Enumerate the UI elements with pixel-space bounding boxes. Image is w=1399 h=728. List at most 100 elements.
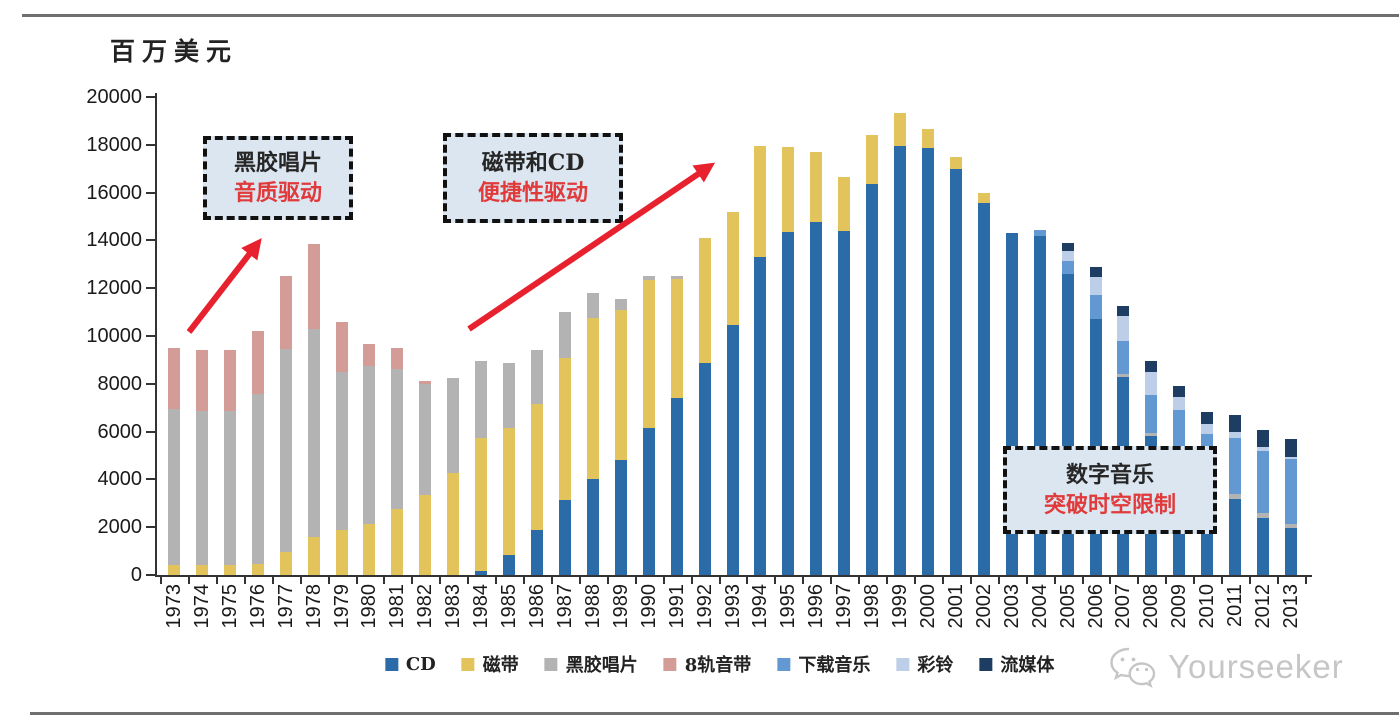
annotation-box-digital: 数字音乐 突破时空限制	[1003, 446, 1217, 534]
y-tick	[146, 287, 155, 290]
bar-segment	[810, 151, 823, 222]
y-tick-label: 14000	[86, 229, 142, 252]
bar-segment	[195, 411, 208, 565]
bar-segment	[1285, 439, 1297, 457]
bar-segment	[1089, 277, 1102, 296]
y-tick	[146, 335, 155, 337]
bar-segment	[754, 145, 767, 257]
bar-segment	[866, 135, 879, 184]
bar-segment	[642, 427, 655, 575]
bar-segment	[447, 378, 460, 473]
x-tick	[271, 577, 274, 584]
year-label: 2013	[1280, 584, 1302, 629]
bar-segment	[251, 394, 264, 564]
bar-segment	[586, 479, 599, 575]
bar-segment	[363, 523, 376, 575]
bar-segment	[921, 148, 934, 575]
year-label: 2009	[1168, 584, 1191, 629]
legend-swatch	[896, 657, 910, 671]
legend-swatch	[384, 657, 398, 671]
bar-segment	[475, 437, 488, 572]
bar-segment	[195, 350, 208, 412]
x-tick	[1249, 577, 1252, 584]
bar-segment	[391, 347, 404, 370]
year-label: 2012	[1252, 584, 1275, 629]
legend-item: CD	[384, 654, 436, 675]
bar-segment	[531, 404, 544, 530]
year-label: 1977	[274, 584, 297, 629]
x-tick	[355, 577, 358, 584]
bar-segment	[168, 565, 180, 575]
x-tick	[1053, 577, 1056, 584]
bar-segment	[1229, 414, 1242, 432]
year-label: 1985	[498, 584, 521, 629]
bar-segment	[1285, 528, 1297, 575]
bar-segment	[475, 361, 488, 438]
year-label: 1993	[721, 584, 744, 629]
bar-segment	[726, 211, 739, 325]
y-tick-label: 12000	[86, 277, 142, 300]
bar-segment	[977, 202, 990, 575]
bar-segment	[307, 536, 320, 575]
bar-segment	[1257, 450, 1270, 513]
x-tick	[550, 577, 553, 584]
x-tick	[774, 577, 777, 584]
bar-segment	[1229, 437, 1242, 494]
bar-segment	[949, 168, 962, 575]
bar-segment	[921, 129, 934, 149]
bar-segment	[307, 243, 320, 329]
legend-swatch	[544, 657, 558, 671]
year-label: 1988	[581, 584, 604, 629]
top-divider	[22, 14, 1399, 17]
bar-segment	[419, 494, 432, 575]
x-tick	[969, 577, 972, 584]
y-tick	[146, 430, 155, 433]
bar-segment	[1145, 432, 1158, 437]
bar-segment	[586, 318, 599, 480]
y-tick-label: 6000	[97, 420, 143, 443]
legend-item: 磁带	[461, 651, 519, 677]
bar-segment	[1173, 386, 1186, 397]
bar-segment	[335, 371, 348, 530]
y-axis	[155, 93, 157, 577]
year-label: 1996	[805, 584, 828, 629]
x-tick	[858, 577, 861, 584]
y-tick-label: 8000	[97, 372, 143, 395]
bar-segment	[335, 321, 348, 372]
x-tick	[1165, 577, 1168, 584]
annotation-vinyl-subtitle: 音质驱动	[233, 180, 322, 206]
legend-label: 彩铃	[917, 655, 954, 676]
x-tick	[634, 577, 637, 584]
year-label: 1975	[218, 584, 241, 629]
bar-segment	[1257, 512, 1270, 518]
bar-segment	[614, 310, 627, 460]
bar-segment	[503, 428, 516, 555]
bar-segment	[949, 156, 962, 169]
bar-segment	[1173, 396, 1186, 411]
legend-item: 彩铃	[896, 651, 953, 677]
x-tick	[662, 577, 665, 584]
bar-segment	[1229, 493, 1242, 499]
year-label: 1995	[777, 584, 800, 629]
watermark: Yourseeker	[1108, 645, 1344, 689]
bar-segment	[1145, 394, 1158, 433]
bar-segment	[1145, 371, 1158, 395]
axis-unit-label: 百万美元	[110, 37, 239, 66]
bar-segment	[782, 147, 795, 232]
bar-segment	[168, 347, 180, 409]
bar-segment	[1117, 340, 1130, 375]
y-tick-label: 18000	[86, 133, 142, 156]
bar-segment	[335, 529, 348, 575]
x-tick	[830, 577, 833, 584]
bar-segment	[1285, 456, 1297, 460]
x-tick	[578, 577, 581, 584]
bar-segment	[1117, 315, 1130, 341]
year-label: 1984	[470, 584, 493, 629]
year-label: 1994	[749, 584, 772, 629]
x-tick	[1221, 577, 1224, 584]
annotation-digital-title: 数字音乐	[1065, 462, 1154, 488]
bar-segment	[1285, 523, 1297, 529]
year-label: 1997	[833, 584, 856, 629]
x-tick	[215, 577, 218, 584]
